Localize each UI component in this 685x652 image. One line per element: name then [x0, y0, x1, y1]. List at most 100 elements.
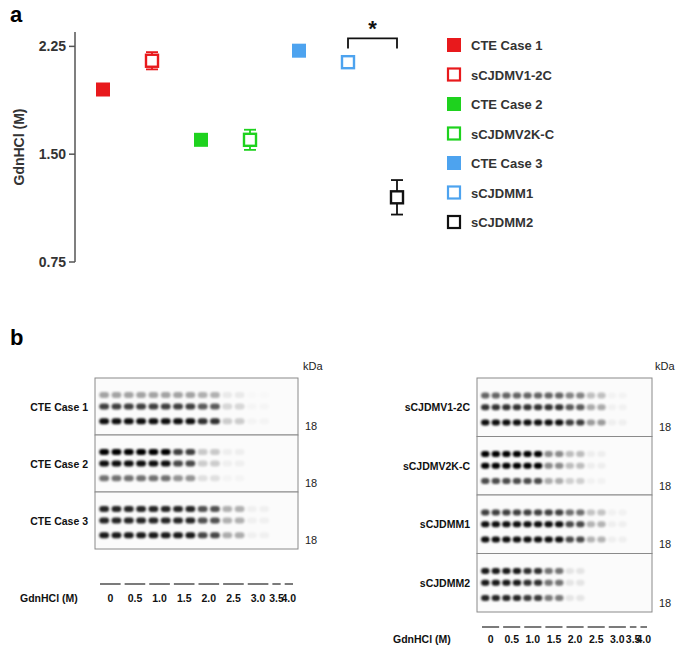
band: [523, 404, 531, 410]
significance-label: *: [368, 16, 377, 41]
band: [597, 404, 605, 410]
band: [198, 392, 208, 398]
blot-panel: [95, 492, 298, 549]
band: [534, 510, 542, 516]
band: [222, 392, 232, 398]
point: [96, 83, 110, 97]
band: [235, 532, 245, 538]
band: [161, 461, 171, 467]
band: [173, 449, 183, 455]
blot-label: sCJDMV1-2C: [405, 401, 471, 413]
band: [492, 521, 500, 527]
band: [185, 506, 195, 512]
band: [148, 532, 158, 538]
band: [555, 463, 563, 469]
band: [629, 478, 637, 484]
band: [544, 580, 552, 586]
band: [566, 393, 574, 399]
band: [576, 478, 584, 484]
band: [639, 521, 647, 527]
band: [544, 510, 552, 516]
band: [99, 506, 109, 512]
concentration-label: 2.0: [202, 592, 217, 604]
band: [629, 595, 637, 601]
band: [173, 392, 183, 398]
band: [481, 463, 489, 469]
band: [513, 580, 521, 586]
band: [284, 418, 294, 424]
band: [544, 463, 552, 469]
band: [222, 418, 232, 424]
band: [492, 478, 500, 484]
kda-label: kDa: [303, 360, 323, 372]
band: [639, 536, 647, 542]
band: [481, 595, 489, 601]
y-tick-label: 1.50: [39, 146, 66, 162]
band: [112, 461, 122, 467]
lane-group-line: [223, 583, 244, 584]
error-bar: [391, 180, 403, 215]
error-cap: [244, 149, 256, 151]
band: [597, 536, 605, 542]
band: [173, 506, 183, 512]
band: [492, 451, 500, 457]
band: [534, 568, 542, 574]
lane-group-line: [482, 626, 499, 627]
lane-group-line: [630, 626, 637, 627]
band: [566, 478, 574, 484]
band: [523, 521, 531, 527]
marks: [96, 44, 403, 215]
band: [502, 451, 510, 457]
band: [629, 510, 637, 516]
band: [502, 568, 510, 574]
legend-swatch: [447, 156, 461, 170]
band: [544, 404, 552, 410]
band: [272, 532, 282, 538]
band: [566, 404, 574, 410]
band: [555, 521, 563, 527]
point: [292, 44, 306, 58]
y-axis: [74, 32, 76, 262]
band: [284, 461, 294, 467]
band: [597, 478, 605, 484]
band: [629, 463, 637, 469]
band: [124, 392, 134, 398]
band: [639, 404, 647, 410]
band: [185, 532, 195, 538]
band: [544, 568, 552, 574]
band: [272, 449, 282, 455]
band: [587, 451, 595, 457]
band: [112, 449, 122, 455]
band: [618, 521, 626, 527]
band: [629, 536, 637, 542]
band: [523, 419, 531, 425]
band: [148, 506, 158, 512]
band: [481, 404, 489, 410]
band: [161, 532, 171, 538]
band: [481, 580, 489, 586]
band: [618, 580, 626, 586]
blot-label: sCJDMV2K-C: [403, 460, 471, 472]
band: [173, 404, 183, 410]
band: [534, 580, 542, 586]
band: [618, 568, 626, 574]
band: [185, 461, 195, 467]
band: [544, 536, 552, 542]
band: [259, 475, 269, 481]
band: [555, 510, 563, 516]
concentration-label: 2.5: [226, 592, 241, 604]
concentration-label: 2.5: [589, 633, 604, 645]
legend-swatch: [447, 38, 461, 52]
concentration-label: 3.0: [610, 633, 625, 645]
band: [534, 451, 542, 457]
band: [597, 463, 605, 469]
band: [198, 518, 208, 524]
marker-label: 18: [659, 421, 671, 433]
band: [534, 419, 542, 425]
blot-axis-label: GdnHCl (M): [393, 633, 451, 645]
band: [618, 393, 626, 399]
band: [629, 404, 637, 410]
band: [185, 518, 195, 524]
lane-group-line: [248, 583, 269, 584]
blot-panel: [477, 554, 652, 613]
